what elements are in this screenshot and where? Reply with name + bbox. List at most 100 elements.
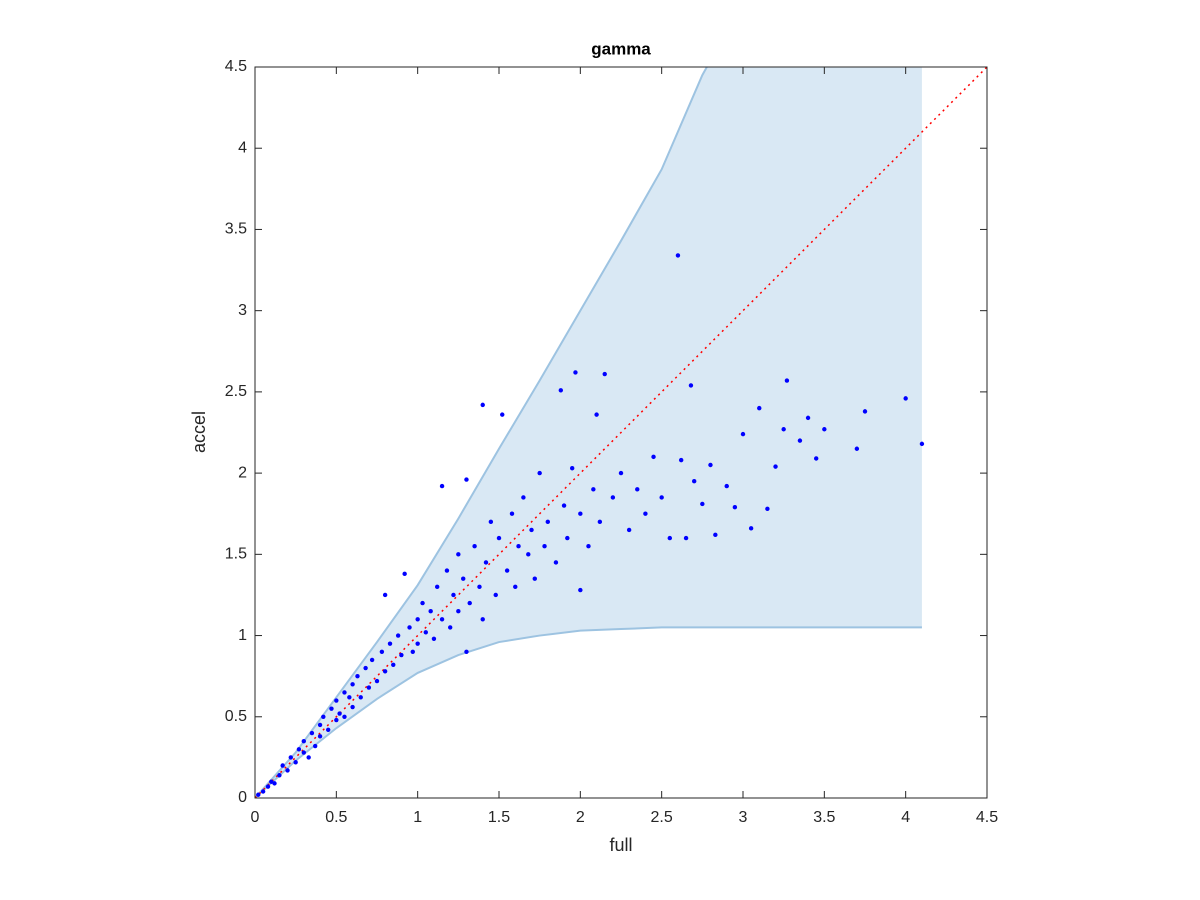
data-point <box>395 633 401 638</box>
data-point <box>477 584 482 590</box>
data-point <box>480 402 485 408</box>
data-point <box>713 532 718 538</box>
data-point <box>529 527 534 533</box>
y-tick-label: 0.5 <box>225 708 247 725</box>
data-point <box>265 784 271 789</box>
data-point <box>448 625 453 630</box>
data-point <box>369 657 375 663</box>
y-tick-label: 2 <box>238 464 247 481</box>
data-point <box>732 505 738 510</box>
data-point <box>415 641 420 646</box>
data-point <box>312 743 318 749</box>
data-point <box>578 511 583 516</box>
data-point <box>558 388 564 393</box>
band-lower-edge <box>255 626 922 798</box>
data-point <box>410 649 415 654</box>
band-area <box>255 67 922 798</box>
x-tick-label: 1.5 <box>488 809 510 826</box>
data-point <box>578 587 583 593</box>
data-point <box>285 768 290 773</box>
data-point <box>293 760 298 765</box>
data-point <box>513 584 518 590</box>
data-point <box>919 441 925 447</box>
data-point <box>464 477 469 482</box>
y-tick-label: 4 <box>238 139 247 156</box>
data-point <box>526 552 531 557</box>
data-point <box>439 483 445 489</box>
x-tick-label: 0.5 <box>325 809 347 826</box>
data-point <box>444 568 450 573</box>
data-point <box>317 734 323 739</box>
data-point <box>347 695 352 700</box>
data-point <box>784 378 790 383</box>
data-point <box>428 608 433 614</box>
data-point <box>337 711 342 716</box>
y-tick-label: 2.5 <box>225 383 247 400</box>
data-point <box>342 690 347 695</box>
y-tick-label: 1.5 <box>225 546 247 563</box>
data-point <box>496 535 502 541</box>
data-point <box>692 479 697 484</box>
data-point <box>504 568 510 573</box>
data-point <box>423 630 428 635</box>
data-point <box>431 636 437 642</box>
data-point <box>321 714 326 719</box>
data-point <box>537 470 542 476</box>
data-point <box>591 487 596 492</box>
data-point <box>573 370 578 375</box>
data-point <box>651 454 656 460</box>
y-tick-label: 1 <box>238 627 247 644</box>
data-point <box>350 704 355 710</box>
y-tick-label: 4.5 <box>225 58 247 75</box>
data-point <box>678 457 684 463</box>
data-point <box>317 722 323 728</box>
x-tick-label: 4.5 <box>976 809 998 826</box>
data-point <box>407 625 412 630</box>
data-point <box>594 412 599 417</box>
data-point <box>480 617 485 622</box>
data-point <box>434 584 440 590</box>
data-point <box>862 409 868 414</box>
x-tick-label: 2 <box>576 809 585 826</box>
data-point <box>334 717 339 723</box>
x-tick-label: 2.5 <box>651 809 673 826</box>
data-point <box>296 747 302 752</box>
x-tick-label: 1 <box>413 809 422 826</box>
data-point <box>509 511 515 516</box>
band-upper-edge <box>255 67 708 798</box>
data-point <box>700 501 705 507</box>
data-point <box>456 608 461 614</box>
data-point <box>773 464 778 469</box>
data-point <box>688 383 694 388</box>
data-point <box>797 438 803 443</box>
data-point <box>306 755 311 760</box>
data-point <box>387 641 393 646</box>
data-point <box>740 431 746 437</box>
plot-content <box>255 67 987 798</box>
data-point <box>256 792 261 797</box>
data-point <box>854 446 860 451</box>
data-point <box>374 678 380 684</box>
data-point <box>748 526 754 531</box>
data-point <box>451 592 456 598</box>
data-point <box>822 427 827 432</box>
data-point <box>561 503 567 508</box>
data-point <box>350 682 355 687</box>
x-tick-label: 0 <box>251 809 260 826</box>
data-point <box>280 763 285 768</box>
x-tick-label: 4 <box>901 809 910 826</box>
data-point <box>708 462 713 468</box>
data-point <box>500 412 505 417</box>
data-point <box>456 552 461 557</box>
data-point <box>309 730 315 736</box>
data-point <box>597 519 603 525</box>
data-point <box>379 649 385 654</box>
data-point <box>493 592 498 598</box>
data-point <box>532 576 537 581</box>
x-axis-label: full <box>609 835 632 855</box>
data-point <box>382 592 388 598</box>
data-point <box>483 560 489 565</box>
data-point <box>301 738 306 744</box>
data-point <box>805 415 811 421</box>
